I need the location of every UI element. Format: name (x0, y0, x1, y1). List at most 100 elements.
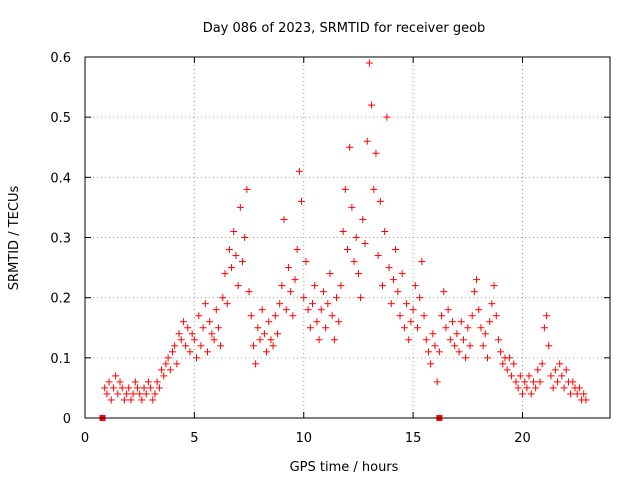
data-point (416, 294, 424, 302)
data-point (230, 227, 238, 235)
data-point (239, 258, 246, 266)
data-point (293, 246, 301, 254)
data-point (519, 390, 526, 398)
data-point (538, 360, 546, 368)
data-point (486, 318, 494, 326)
data-point (214, 324, 222, 332)
data-point (201, 300, 209, 308)
data-point (123, 390, 131, 398)
data-point (505, 354, 513, 362)
data-point (379, 282, 386, 290)
data-point (383, 113, 391, 121)
data-point (514, 384, 522, 392)
data-point (569, 378, 577, 386)
data-point (363, 137, 371, 145)
data-point (188, 330, 196, 338)
data-point (217, 342, 225, 350)
data-point (219, 294, 227, 302)
data-point (127, 396, 135, 404)
data-point (125, 384, 133, 392)
data-point (510, 360, 518, 368)
data-point (164, 354, 172, 362)
data-point (274, 330, 281, 338)
y-tick-label: 0.5 (50, 111, 71, 126)
data-point (206, 318, 214, 326)
data-point (440, 288, 448, 296)
data-point (160, 372, 168, 380)
data-point (109, 384, 117, 392)
data-point (144, 378, 152, 386)
y-tick-label: 0.3 (50, 232, 71, 247)
data-point (554, 378, 561, 386)
data-point (317, 306, 325, 314)
data-point (516, 372, 524, 380)
data-point (354, 270, 362, 278)
data-point (326, 270, 334, 278)
data-point (182, 342, 190, 350)
data-point (166, 366, 174, 374)
data-point (103, 390, 111, 398)
data-point (422, 336, 430, 344)
data-point (280, 215, 288, 223)
data-point (409, 306, 417, 314)
data-point (582, 396, 590, 404)
data-point (575, 384, 583, 392)
data-point (169, 348, 176, 356)
data-point (503, 366, 511, 374)
data-point (433, 378, 441, 386)
x-tick-label: 5 (190, 431, 198, 446)
data-point (315, 336, 323, 344)
data-point (162, 360, 170, 368)
data-point (527, 390, 535, 398)
data-point (324, 300, 332, 308)
data-point (295, 167, 303, 175)
data-point (462, 354, 470, 362)
data-point (129, 390, 137, 398)
y-tick-label: 0 (63, 412, 71, 427)
data-point (479, 342, 487, 350)
data-point (499, 360, 507, 368)
x-tick-label: 15 (405, 431, 422, 446)
data-point (414, 324, 421, 332)
data-point (271, 312, 279, 320)
data-point (263, 348, 271, 356)
data-point (134, 384, 141, 392)
data-point (309, 300, 316, 308)
data-point (131, 378, 139, 386)
data-point (418, 258, 426, 266)
data-point (547, 372, 555, 380)
data-point (466, 342, 474, 350)
data-point (221, 270, 229, 278)
data-point (223, 300, 231, 308)
data-point (267, 336, 275, 344)
data-point (116, 378, 124, 386)
data-point (497, 348, 505, 356)
data-point (457, 318, 465, 326)
data-point (490, 282, 498, 290)
data-point (158, 366, 166, 374)
data-point (186, 348, 194, 356)
data-point (114, 390, 122, 398)
data-point (269, 342, 277, 350)
data-point (236, 203, 244, 211)
data-point (484, 354, 491, 362)
data-point (573, 390, 581, 398)
data-point (179, 318, 187, 326)
data-point (193, 354, 201, 362)
data-point (475, 306, 483, 314)
data-point (558, 372, 566, 380)
data-point (352, 234, 360, 241)
data-point (341, 185, 349, 193)
data-point (368, 101, 376, 109)
data-point (234, 282, 242, 290)
data-point (118, 384, 126, 392)
data-point (374, 252, 382, 260)
data-point (120, 396, 128, 404)
data-point (298, 197, 306, 205)
data-point (442, 324, 450, 332)
data-point (204, 348, 211, 356)
data-point (289, 312, 297, 320)
data-point (435, 348, 443, 356)
x-tick-label: 10 (295, 431, 312, 446)
data-point (424, 348, 432, 356)
